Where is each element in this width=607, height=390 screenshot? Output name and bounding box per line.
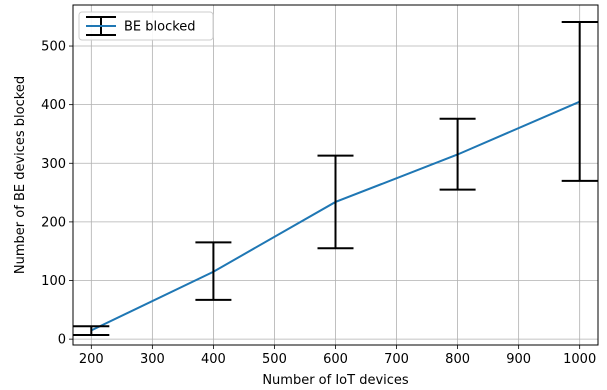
legend-symbol bbox=[86, 16, 116, 36]
error-bar bbox=[73, 325, 110, 337]
legend-box bbox=[78, 11, 214, 41]
x-tick-label: 400 bbox=[201, 352, 226, 367]
series-layer bbox=[73, 21, 598, 337]
x-tick-label: 500 bbox=[262, 352, 287, 367]
y-tick-label: 0 bbox=[58, 333, 66, 348]
ticks: 200 300 400 500 600 700 800 900 1000 0 100 200 300 40… bbox=[41, 40, 596, 367]
x-tick-label: 700 bbox=[384, 352, 409, 367]
x-tick-label: 800 bbox=[445, 352, 470, 367]
error-bar bbox=[439, 117, 476, 191]
y-tick-label: 100 bbox=[41, 274, 66, 289]
x-tick-label: 200 bbox=[79, 352, 104, 367]
x-axis-label: Number of IoT devices bbox=[262, 373, 409, 388]
y-axis-label: Number of BE devices blocked bbox=[13, 76, 28, 274]
y-tick-label: 500 bbox=[41, 40, 66, 55]
y-tick-label: 300 bbox=[41, 157, 66, 172]
error-bar bbox=[317, 154, 354, 250]
x-tick-label: 300 bbox=[140, 352, 165, 367]
legend-label: BE blocked bbox=[124, 20, 196, 35]
legend: BE blocked bbox=[78, 11, 214, 41]
x-tick-label: 600 bbox=[323, 352, 348, 367]
x-tick-label: 900 bbox=[506, 352, 531, 367]
y-tick-label: 200 bbox=[41, 215, 66, 230]
error-bar bbox=[561, 21, 598, 182]
error-bar bbox=[195, 241, 232, 301]
y-tick-label: 400 bbox=[41, 98, 66, 113]
x-tick-label: 1000 bbox=[563, 352, 596, 367]
